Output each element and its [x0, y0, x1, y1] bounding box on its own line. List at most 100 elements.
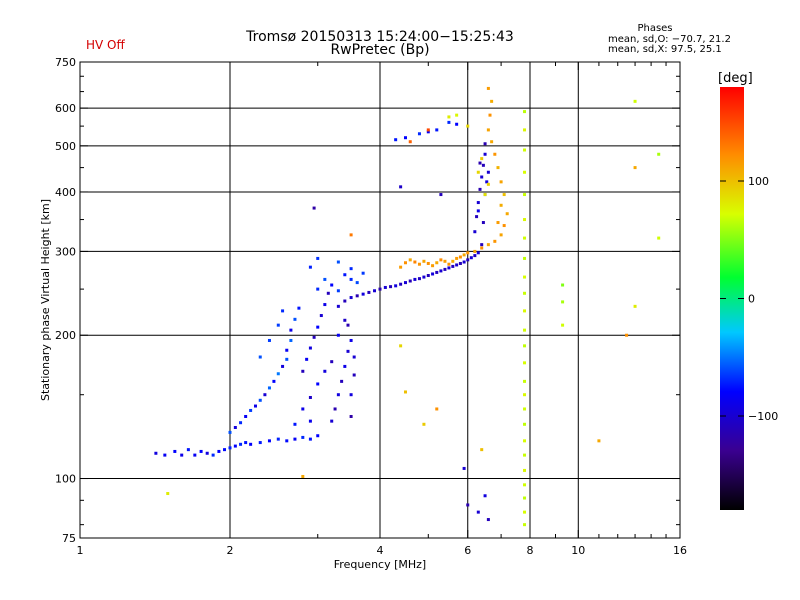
data-point: [239, 442, 243, 446]
data-point: [447, 266, 451, 270]
data-point: [336, 393, 340, 397]
data-point: [475, 215, 479, 219]
data-point: [431, 264, 435, 268]
data-point: [289, 328, 293, 332]
data-point: [458, 261, 462, 265]
data-point: [422, 422, 426, 426]
data-point: [447, 262, 451, 266]
data-point: [466, 503, 470, 507]
data-point: [399, 185, 403, 189]
data-point: [458, 255, 462, 259]
data-point: [523, 510, 527, 514]
data-point: [435, 128, 439, 132]
data-point: [383, 285, 387, 289]
chart-title: Tromsø 20150313 15:24:00−15:25:43: [246, 29, 514, 45]
data-point: [413, 260, 417, 264]
data-point: [349, 267, 353, 271]
data-point: [301, 407, 305, 411]
data-point: [657, 236, 661, 240]
data-point: [417, 277, 421, 281]
data-point: [323, 369, 327, 373]
colorbar-tick-label: −100: [748, 410, 778, 423]
data-point: [417, 262, 421, 266]
y-tick-label: 750: [55, 56, 76, 69]
data-point: [272, 379, 276, 383]
data-point: [258, 398, 262, 402]
data-point: [455, 122, 459, 126]
data-point: [323, 277, 327, 281]
data-point: [308, 346, 312, 350]
colorbar-ticks: 100 0 −100: [720, 175, 778, 423]
data-point: [483, 142, 487, 146]
data-point: [289, 338, 293, 342]
data-point: [476, 170, 480, 174]
data-point: [389, 285, 393, 289]
data-point: [523, 148, 527, 152]
data-point: [333, 407, 337, 411]
data-point: [476, 201, 480, 205]
data-point: [633, 304, 637, 308]
phases-o-stats: mean, sd,O: −70.7, 21.2: [608, 34, 731, 45]
data-point: [496, 221, 500, 225]
colorbar-label: [deg]: [718, 71, 753, 86]
data-point: [486, 86, 490, 90]
data-point: [480, 246, 484, 250]
axis-ticks: 1 2 4 6 8 10 16 75 100 200 300 400 500 600 750: [55, 56, 687, 557]
y-tick-label: 500: [55, 140, 76, 153]
data-point: [199, 449, 203, 453]
data-point: [597, 439, 601, 443]
x-tick-label: 2: [227, 544, 234, 557]
data-point: [502, 193, 506, 197]
grid-lines: [80, 62, 680, 538]
data-point: [466, 124, 470, 128]
data-point: [267, 386, 271, 390]
data-point: [478, 161, 482, 165]
data-point: [343, 273, 347, 277]
data-point: [431, 272, 435, 276]
data-point: [349, 393, 353, 397]
data-point: [443, 267, 447, 271]
data-point: [561, 300, 565, 304]
data-point: [499, 180, 503, 184]
data-point: [439, 193, 443, 197]
data-point: [343, 299, 347, 303]
data-point: [561, 283, 565, 287]
data-point: [499, 233, 503, 237]
data-point: [276, 372, 280, 376]
data-point: [336, 304, 340, 308]
data-point: [435, 407, 439, 411]
data-point: [523, 407, 527, 411]
data-point: [399, 265, 403, 269]
data-point: [378, 287, 382, 291]
data-point: [293, 422, 297, 426]
data-point: [233, 444, 237, 448]
data-point: [336, 289, 340, 293]
data-point: [485, 180, 489, 184]
data-point: [455, 256, 459, 260]
data-point: [166, 492, 170, 496]
data-point: [349, 277, 353, 281]
data-point: [480, 243, 484, 247]
data-point: [523, 328, 527, 332]
data-point: [455, 113, 459, 117]
data-point: [486, 170, 490, 174]
data-point: [403, 261, 407, 265]
data-point: [476, 510, 480, 514]
data-point: [394, 284, 398, 288]
data-point: [281, 309, 285, 313]
data-point: [399, 344, 403, 348]
data-point: [523, 291, 527, 295]
data-point: [352, 355, 356, 359]
x-tick-label: 6: [464, 544, 471, 557]
data-point: [316, 325, 320, 329]
data-point: [523, 496, 527, 500]
data-point: [426, 274, 430, 278]
colorbar-tick-label: 100: [748, 175, 769, 188]
data-point: [361, 292, 365, 296]
data-point: [493, 239, 497, 243]
data-point: [523, 128, 527, 132]
data-point: [285, 357, 289, 361]
data-point: [217, 449, 221, 453]
data-point: [399, 282, 403, 286]
